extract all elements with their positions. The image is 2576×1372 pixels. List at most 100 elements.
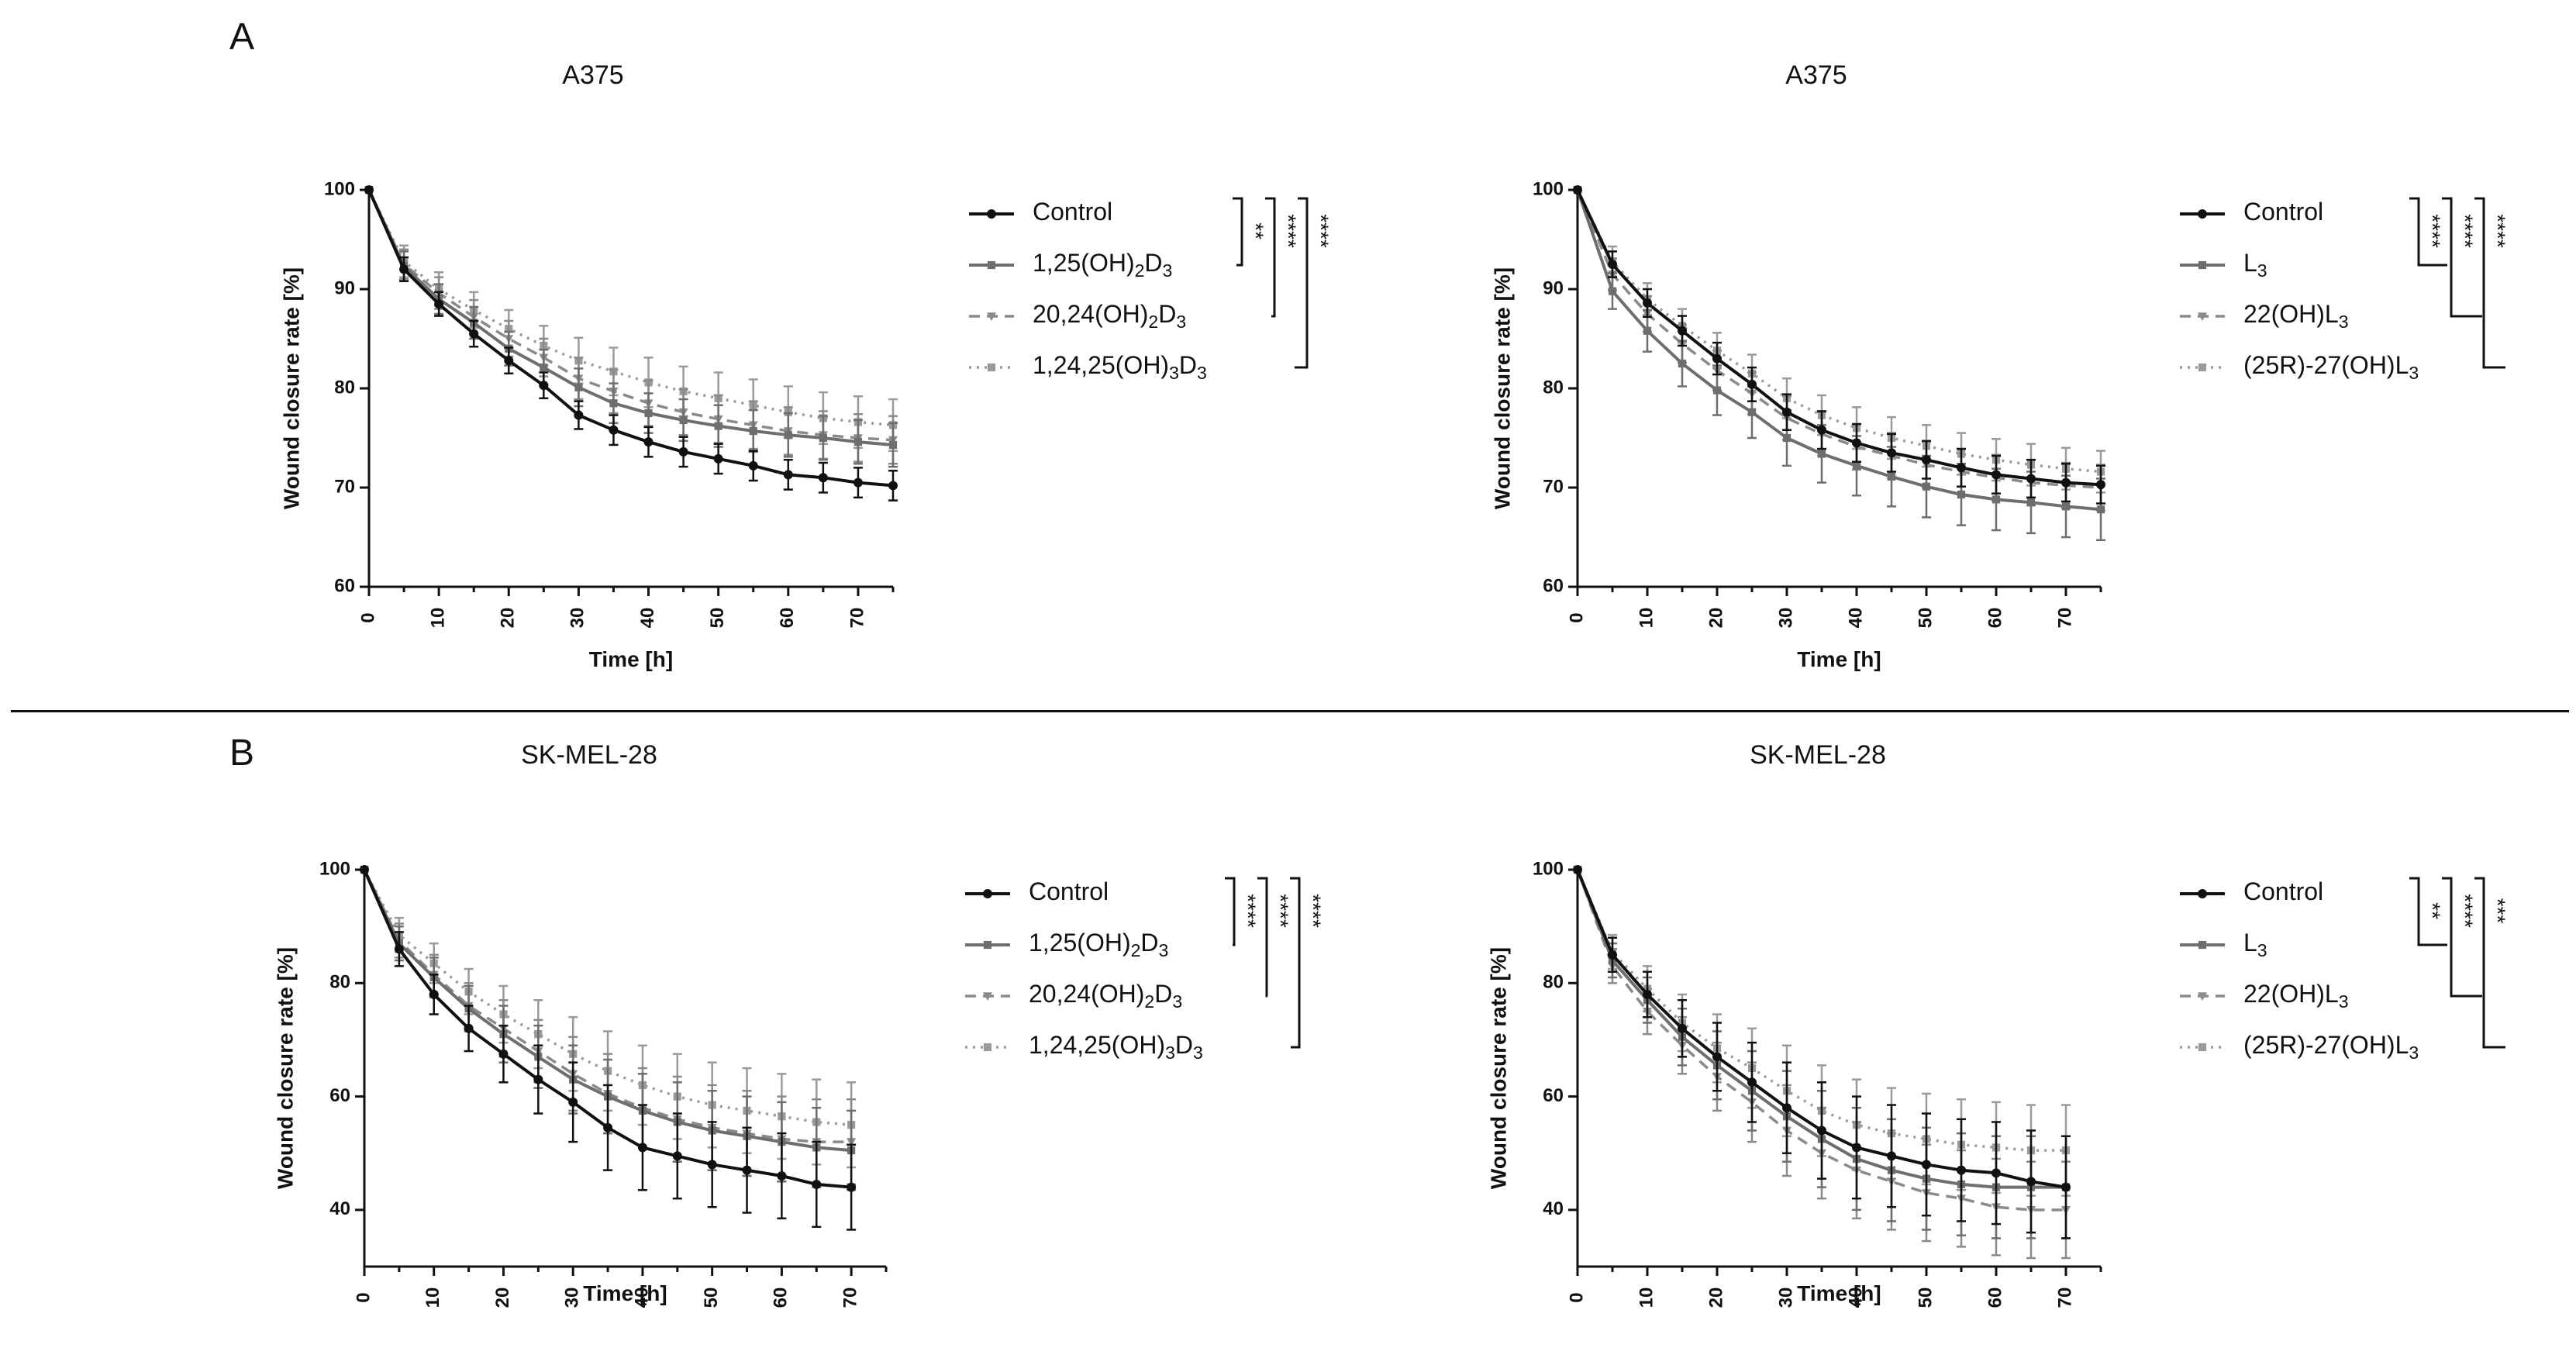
legend-marker [2198,992,2207,1001]
chart-title: SK-MEL-28 [1750,740,1886,770]
y-tick-label: 60 [329,1085,350,1106]
y-tick-label: 80 [329,972,350,993]
y-tick-label: 70 [1543,476,1564,497]
x-tick-label: 50 [701,1288,722,1308]
bracket [1233,197,1243,267]
data-point [533,1074,543,1084]
legend-label: 20,24(OH)2D3 [1029,980,1182,1012]
x-tick-label: 70 [2054,608,2075,629]
data-point [784,431,792,440]
data-point [637,1143,647,1153]
data-point [819,433,827,443]
data-point [1608,950,1617,960]
x-tick-label: 20 [1705,608,1726,629]
data-point [1957,1165,1966,1175]
series-3 [364,186,898,465]
legend: Control 1,25(OH)2D3 20,24(OH)2D3 1,24,25(OH… [969,198,1207,383]
data-point [2061,502,2071,511]
series-line [1576,189,2102,512]
legend-marker [2198,1043,2207,1052]
bracket [1290,877,1301,1049]
data-point [714,422,722,430]
x-tick-label: 30 [1775,1288,1796,1308]
x-tick-label: 40 [1845,1288,1866,1308]
data-point [818,473,828,483]
significance-label: ** [1244,222,1268,240]
chart-3: SK-MEL-28 40 60 80 100 0 10 20 30 40 50 60 70 Time [h… [273,740,1325,1308]
significance-brackets: ** **** **** [1233,197,1333,369]
data-point [1678,326,1687,336]
bracket [1257,877,1268,998]
data-point [672,1151,682,1161]
legend-marker [2198,312,2207,321]
chart-title: A375 [562,60,623,90]
legend-marker [2198,889,2207,898]
x-tick-label: 30 [562,1288,583,1308]
series-2 [1573,185,2105,542]
data-point [853,477,863,488]
data-point [1712,1052,1722,1062]
data-point [749,426,757,436]
data-point [847,1182,857,1192]
series-3 [1573,186,2105,512]
x-tick-label: 10 [427,608,448,629]
significance-brackets: **** **** **** [1225,877,1326,1049]
data-point [1782,1103,1791,1113]
data-point [643,437,653,447]
x-tick-label: 0 [1566,612,1587,622]
y-axis-label: Wound closure rate [%] [279,267,303,509]
data-point [540,364,548,372]
data-point [434,299,444,309]
legend-label: Control [1033,198,1112,226]
x-tick-label: 70 [840,1288,860,1308]
legend-label: 1,24,25(OH)3D3 [1029,1031,1203,1063]
data-point [888,481,898,491]
series-line [367,189,894,427]
data-point [429,989,439,999]
data-point [888,440,898,450]
legend-marker [983,1043,992,1052]
x-axis-label: Time [h] [589,647,673,671]
legend-label: (25R)-27(OH)L3 [2243,1031,2419,1063]
series-line [367,189,894,446]
data-point [1573,185,1582,195]
significance-label: **** [2486,214,2510,248]
series-line [1576,189,2102,489]
bracket [2442,197,2482,318]
data-point [574,410,584,420]
series-2 [364,185,898,468]
legend-label: (25R)-27(OH)L3 [2243,351,2419,383]
data-point [1922,455,1931,465]
data-point [2026,474,2036,484]
x-tick-label: 20 [492,1288,513,1308]
y-tick-label: 90 [1543,278,1564,298]
data-point [1747,408,1757,416]
series-1 [1573,865,2071,1239]
x-tick-label: 60 [777,608,798,629]
legend-marker [987,209,996,219]
x-tick-label: 50 [1915,608,1936,629]
significance-brackets: ** **** *** [2409,877,2510,1049]
data-point [1643,989,1652,999]
y-tick-label: 80 [1543,377,1564,398]
data-point [1887,1151,1896,1161]
data-point [2026,1177,2036,1187]
data-point [1643,298,1652,308]
series-line [367,189,894,442]
x-tick-label: 10 [422,1288,443,1308]
data-point [2026,498,2036,507]
data-point [1852,438,1861,448]
data-point [678,446,688,457]
data-point [2096,505,2105,514]
legend: Control L3 22(OH)L3 (25R)-27(OH)L3 [2180,877,2419,1063]
x-tick-label: 0 [357,612,378,622]
x-tick-label: 20 [498,608,519,629]
data-point [2061,477,2071,488]
legend-label: L3 [2243,929,2267,960]
data-point [1852,1143,1861,1153]
data-point [1887,472,1896,481]
series-4 [1573,185,2105,494]
data-point [1678,359,1687,368]
y-tick-label: 100 [1533,178,1564,199]
